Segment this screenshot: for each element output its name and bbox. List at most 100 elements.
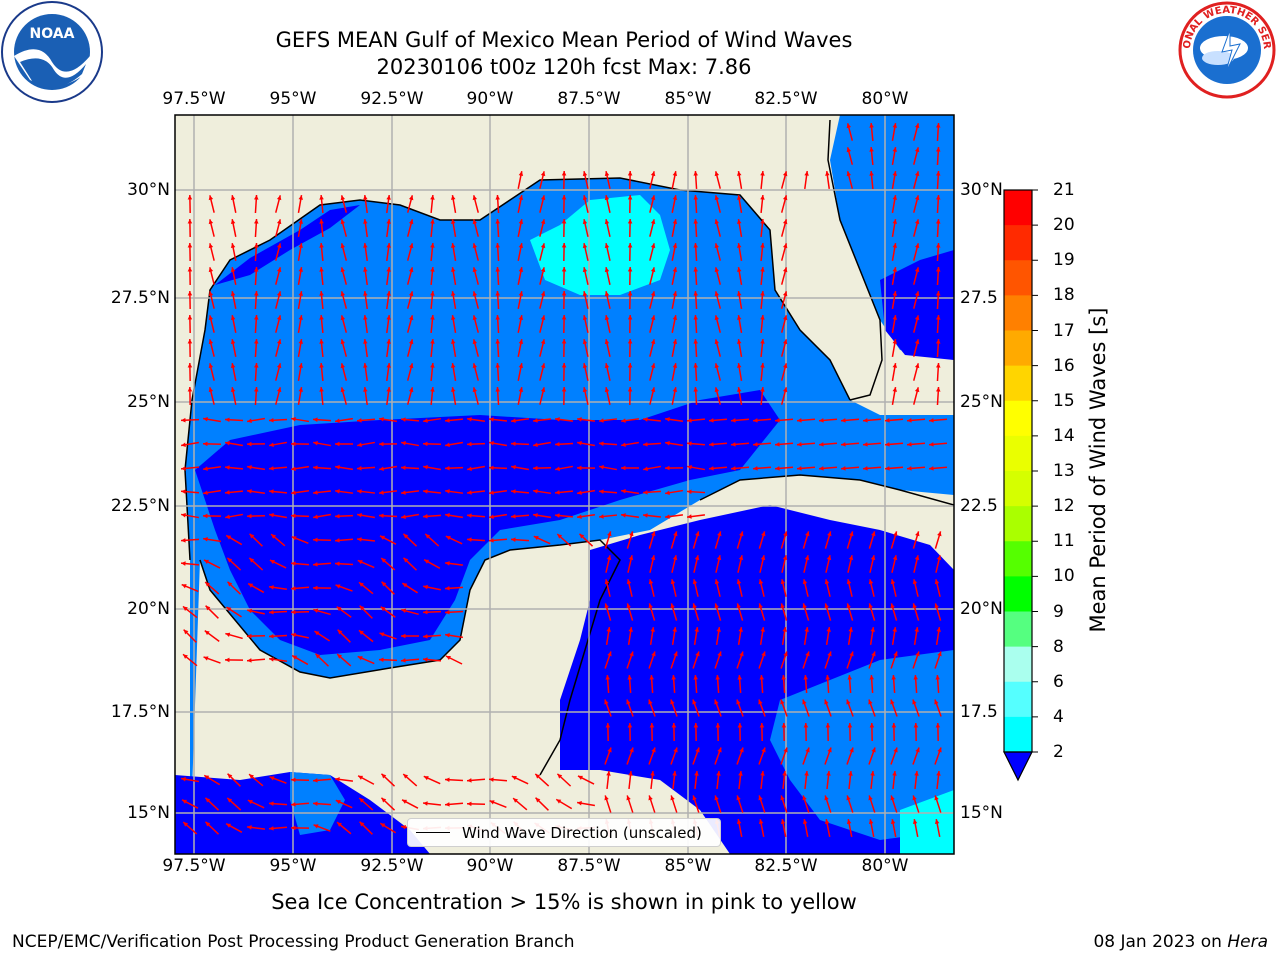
wind-arrow-head [892, 267, 898, 272]
wind-arrow-head [313, 514, 318, 520]
wind-arrow-head [890, 603, 895, 609]
wind-arrow-head [914, 171, 920, 177]
wind-arrow-head [693, 723, 699, 728]
colorbar-tick-label: 8 [1053, 636, 1064, 657]
wind-arrow-head [627, 267, 633, 272]
wind-arrow-head [738, 555, 744, 561]
wind-arrow-head [337, 629, 343, 635]
wind-arrow-head [648, 579, 654, 585]
wind-arrow-head [672, 291, 678, 296]
wind-arrow-head [276, 291, 282, 297]
wind-arrow-head [782, 363, 788, 369]
wind-arrow-head [913, 723, 919, 728]
wind-arrow-head [205, 582, 211, 587]
wind-arrow-head [230, 243, 236, 248]
wind-arrow-head [182, 606, 188, 611]
lat-tick-left: 30°N [127, 180, 170, 200]
wind-arrow-head [269, 634, 274, 639]
wind-arrow-head [693, 195, 698, 200]
wind-arrow-head [381, 797, 387, 803]
wind-arrow-head [716, 555, 722, 561]
wind-arrow-head [313, 465, 318, 470]
wind-arrow-head [248, 583, 254, 588]
wind-arrow-head [423, 465, 428, 470]
wind-arrow-head [423, 657, 428, 662]
wind-arrow-head [780, 603, 785, 609]
wind-arrow-head [846, 699, 851, 705]
wind-arrow-head [335, 561, 340, 567]
wind-arrow-head [269, 776, 275, 781]
wind-arrow-head [227, 773, 233, 779]
wind-arrow-head [269, 585, 274, 590]
wind-arrow-head [582, 171, 588, 177]
wind-arrow-head [714, 363, 720, 369]
wind-arrow-head [935, 171, 941, 176]
wind-arrow-head [489, 490, 494, 495]
lon-tick-top: 80°W [861, 89, 909, 109]
wind-arrow-head [540, 219, 546, 225]
wind-arrow-head [869, 123, 874, 128]
wind-arrow-head [892, 171, 898, 176]
wind-arrow-head [714, 699, 719, 705]
wind-arrow-head [359, 582, 364, 587]
wind-arrow-head [693, 171, 698, 176]
colorbar-tick-label: 11 [1053, 531, 1075, 552]
wind-arrow-head [802, 795, 807, 801]
wind-arrow-head [335, 777, 340, 782]
wind-arrow-head [937, 747, 942, 753]
wind-arrow-head [914, 123, 920, 129]
wind-arrow-head [737, 339, 742, 344]
wind-arrow-head [518, 195, 524, 200]
wind-arrow-head [605, 675, 610, 680]
wind-arrow-head [672, 267, 678, 272]
wind-arrow-head [540, 363, 546, 369]
wind-arrow-head [804, 171, 809, 176]
svg-text:NOAA: NOAA [30, 26, 75, 42]
lat-tick-right: 22.5 [960, 496, 998, 516]
wind-arrow-head [423, 801, 428, 806]
wind-arrow-head [430, 363, 435, 368]
wind-arrow-head [445, 633, 450, 638]
wind-arrow-head [650, 387, 656, 393]
wind-arrow-head [225, 514, 230, 520]
wind-arrow-head [737, 291, 742, 296]
wind-arrow-head [871, 747, 876, 753]
wind-arrow-head [892, 123, 898, 128]
wind-arrow-head [230, 291, 236, 296]
wind-arrow-head [907, 466, 912, 471]
wind-arrow-head [291, 609, 296, 615]
wind-arrow-head [693, 219, 698, 224]
wind-arrow-head [846, 171, 852, 177]
colorbar-segment [1004, 365, 1032, 402]
wind-arrow-head [650, 363, 656, 369]
wind-arrow-head [208, 243, 214, 249]
wind-arrow-head [582, 363, 588, 369]
wind-arrow-head [408, 363, 414, 369]
wind-arrow-head [315, 653, 321, 659]
wind-arrow-head [914, 339, 920, 345]
wind-arrow-head [230, 363, 236, 368]
wind-arrow-head [935, 243, 941, 248]
wind-arrow-head [651, 747, 656, 753]
wind-arrow-head [401, 514, 406, 519]
wind-arrow-head [692, 795, 697, 801]
wind-arrow-head [408, 243, 414, 249]
wind-arrow-head [561, 219, 567, 224]
wind-arrow-head [408, 315, 414, 321]
wind-arrow-head [782, 219, 788, 225]
colorbar-label: Mean Period of Wind Waves [s] [1086, 307, 1110, 633]
wind-arrow-head [863, 442, 868, 447]
wind-arrow-head [181, 466, 186, 471]
wind-arrow-head [892, 387, 898, 392]
wind-arrow-head [665, 417, 670, 422]
wind-arrow-head [621, 442, 626, 447]
wind-arrow-head [298, 291, 304, 296]
wind-arrow-head [314, 631, 320, 636]
wind-arrow-head [627, 219, 633, 224]
wind-arrow-head [423, 634, 428, 639]
wind-arrow-head [892, 627, 897, 632]
wind-arrow-head [340, 339, 346, 345]
wind-arrow-head [848, 627, 853, 632]
wind-arrow-head [230, 195, 236, 200]
wind-arrow-head [319, 267, 324, 272]
